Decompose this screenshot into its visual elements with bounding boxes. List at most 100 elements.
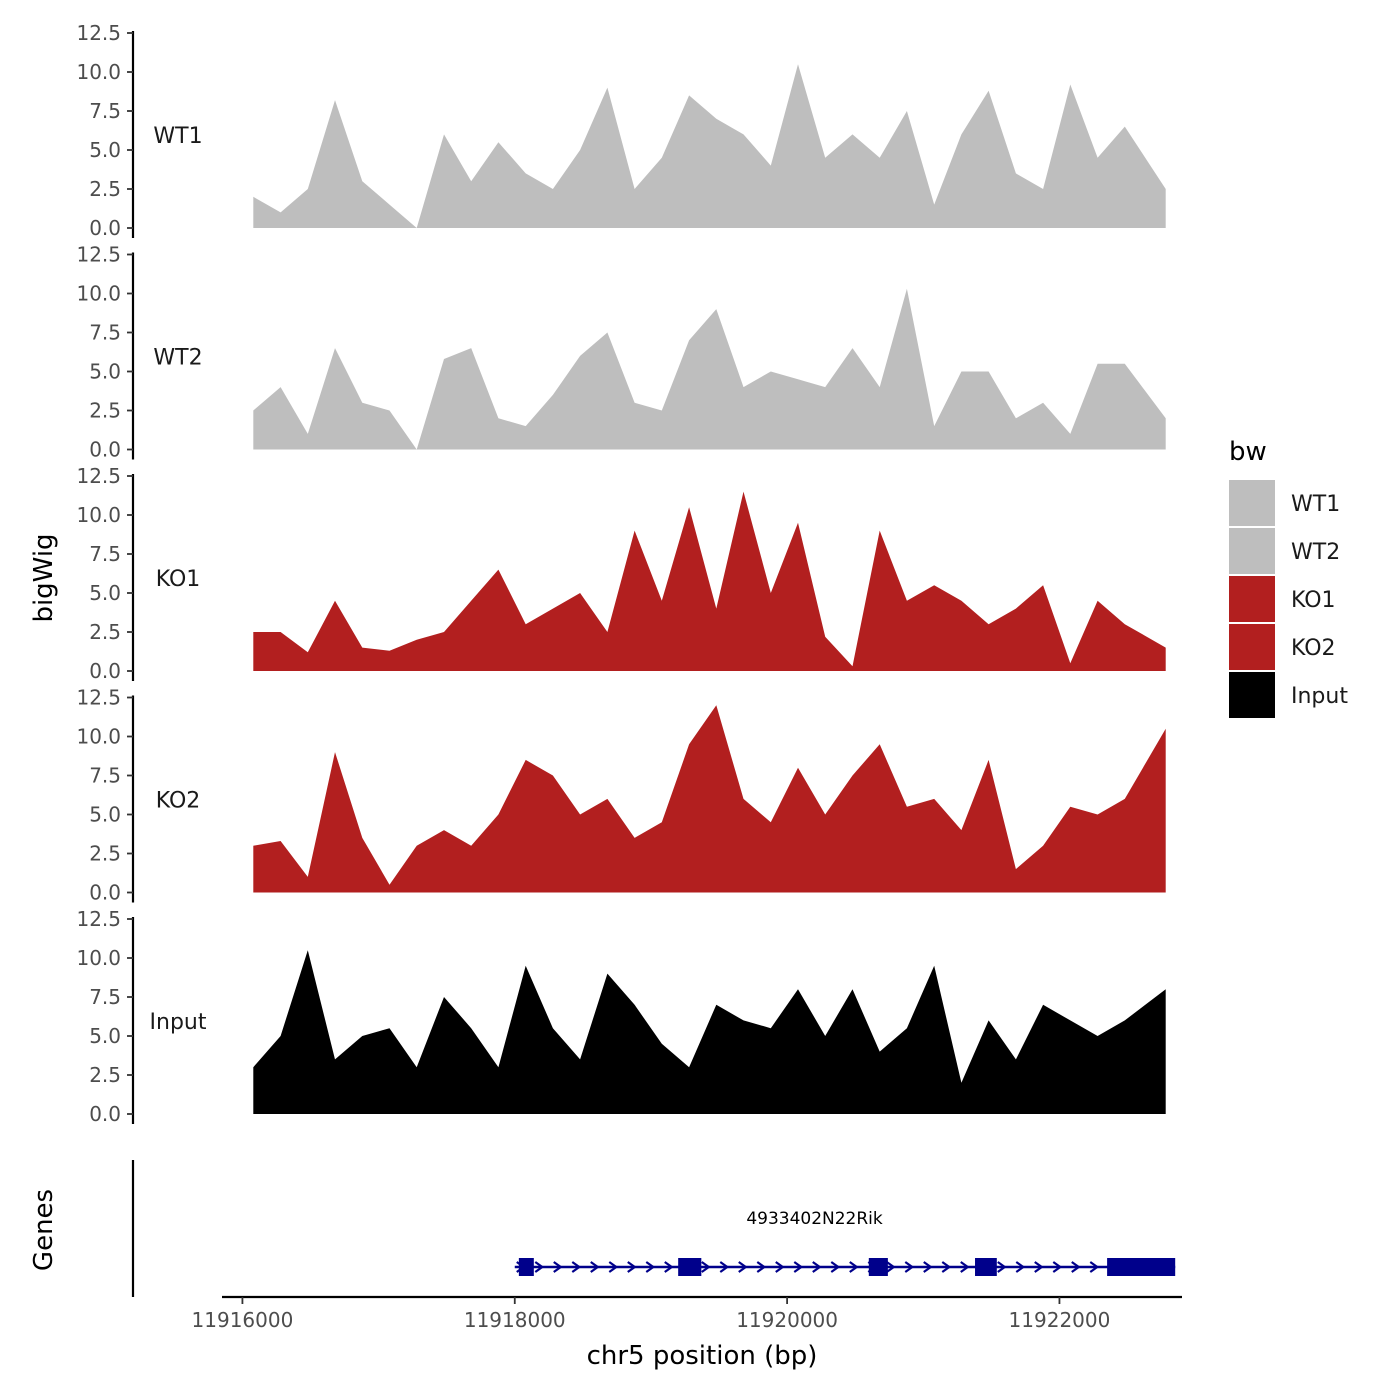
x-tick-label: 11922000 — [1009, 1308, 1111, 1332]
strand-arrow — [960, 1261, 970, 1273]
coverage-area-wt2 — [253, 288, 1166, 450]
strand-arrow — [608, 1261, 619, 1273]
coverage-area-ko1 — [253, 491, 1166, 671]
track-label-wt1: WT1 — [153, 124, 202, 149]
y-tick-label: 10.0 — [76, 725, 121, 749]
strand-arrow — [1071, 1261, 1081, 1273]
y-tick-label: 5.0 — [89, 360, 121, 384]
exon — [868, 1258, 888, 1276]
gene-panel: 4933402N22Rik — [131, 1160, 1176, 1297]
y-tick-label: 0.0 — [89, 881, 121, 905]
y-tick-label: 10.0 — [76, 60, 121, 84]
track-input: 0.0 2.5 5.0 7.5 10.0 12.5 Input — [76, 907, 1166, 1126]
coverage-area-wt1 — [253, 64, 1166, 228]
y-tick-label: 12.5 — [76, 243, 121, 267]
legend-key-wt1 — [1229, 480, 1275, 526]
y-tick-label: 12.5 — [76, 907, 121, 931]
strand-arrow — [997, 1261, 1007, 1273]
y-tick-label: 10.0 — [76, 282, 121, 306]
track-label-input: Input — [150, 1010, 207, 1035]
y-axis-title: bigWig — [29, 533, 59, 622]
track-ko2: 0.0 2.5 5.0 7.5 10.0 12.5 KO2 — [76, 686, 1166, 905]
strand-arrow — [553, 1261, 563, 1273]
exon — [678, 1258, 702, 1276]
x-tick-label: 11916000 — [192, 1308, 294, 1332]
legend-label-ko1: KO1 — [1291, 588, 1336, 613]
y-tick-label: 5.0 — [89, 138, 121, 162]
legend-key-wt2 — [1229, 528, 1275, 574]
y-tick-label: 10.0 — [76, 503, 121, 527]
strand-arrow — [627, 1261, 637, 1273]
y-tick-label: 5.0 — [89, 1024, 121, 1048]
strand-arrow — [793, 1261, 804, 1273]
strand-arrow — [775, 1261, 785, 1273]
strand-arrow — [849, 1261, 859, 1273]
gene-4933402n22rik: 4933402N22Rik — [514, 1209, 1176, 1276]
y-tick-label: 2.5 — [89, 842, 121, 866]
strand-arrow — [904, 1261, 915, 1273]
coverage-area-input — [253, 950, 1166, 1114]
strand-arrow — [664, 1261, 674, 1273]
exon — [975, 1258, 997, 1276]
y-tick-label: 7.5 — [89, 99, 121, 123]
gene-name-label: 4933402N22Rik — [746, 1209, 883, 1229]
strand-arrow — [571, 1261, 582, 1273]
strand-arrow — [923, 1261, 933, 1273]
strand-arrow — [812, 1261, 822, 1273]
coverage-area-ko2 — [253, 705, 1166, 893]
y-tick-label: 2.5 — [89, 177, 121, 201]
exon — [1107, 1258, 1176, 1276]
strand-arrow — [590, 1261, 600, 1273]
strand-arrow — [756, 1261, 767, 1273]
gene-track-title: Genes — [29, 1189, 59, 1271]
strand-arrow — [1052, 1261, 1063, 1273]
strand-arrow — [886, 1261, 896, 1273]
strand-arrow — [719, 1261, 730, 1273]
track-label-wt2: WT2 — [153, 346, 202, 371]
track-label-ko2: KO2 — [156, 789, 201, 814]
track-ko1: 0.0 2.5 5.0 7.5 10.0 12.5 KO1 — [76, 464, 1166, 683]
strand-arrow — [830, 1261, 841, 1273]
y-tick-label: 0.0 — [89, 216, 121, 240]
strand-arrow — [1015, 1261, 1026, 1273]
x-axis: 11916000 11918000 11920000 11922000 — [192, 1295, 1182, 1332]
track-wt1: 0.0 2.5 5.0 7.5 10.0 12.5 WT1 — [76, 21, 1166, 240]
y-tick-label: 12.5 — [76, 464, 121, 488]
y-tick-label: 7.5 — [89, 542, 121, 566]
y-tick-label: 0.0 — [89, 1102, 121, 1126]
legend-key-input — [1229, 672, 1275, 718]
legend-title: bw — [1229, 437, 1267, 467]
x-axis-title: chr5 position (bp) — [587, 1341, 818, 1371]
strand-arrow — [534, 1261, 545, 1273]
track-label-ko1: KO1 — [156, 567, 201, 592]
legend: bw WT1 WT2 KO1 KO2 Input — [1229, 437, 1348, 718]
legend-label-wt1: WT1 — [1291, 492, 1340, 517]
strand-arrow — [941, 1261, 952, 1273]
legend-key-ko2 — [1229, 624, 1275, 670]
y-tick-label: 12.5 — [76, 686, 121, 710]
y-tick-label: 12.5 — [76, 21, 121, 45]
strand-arrow — [645, 1261, 656, 1273]
legend-key-ko1 — [1229, 576, 1275, 622]
legend-label-input: Input — [1291, 684, 1348, 709]
y-tick-label: 7.5 — [89, 764, 121, 788]
legend-label-wt2: WT2 — [1291, 540, 1340, 565]
strand-arrow — [1089, 1261, 1100, 1273]
y-tick-label: 0.0 — [89, 438, 121, 462]
y-tick-label: 7.5 — [89, 985, 121, 1009]
y-tick-label: 5.0 — [89, 803, 121, 827]
strand-arrow — [738, 1261, 748, 1273]
coverage-tracks: 0.0 2.5 5.0 7.5 10.0 12.5 WT1 0.0 2.5 5.0 7.5 10.0 1… — [76, 21, 1166, 1126]
legend-label-ko2: KO2 — [1291, 636, 1336, 661]
y-tick-label: 2.5 — [89, 399, 121, 423]
y-tick-label: 5.0 — [89, 581, 121, 605]
y-tick-label: 7.5 — [89, 321, 121, 345]
x-tick-label: 11918000 — [464, 1308, 566, 1332]
exon — [518, 1258, 534, 1276]
strand-arrow — [701, 1261, 711, 1273]
track-wt2: 0.0 2.5 5.0 7.5 10.0 12.5 WT2 — [76, 243, 1166, 462]
strand-arrow — [1034, 1261, 1044, 1273]
y-tick-label: 2.5 — [89, 1063, 121, 1087]
x-tick-label: 11920000 — [736, 1308, 838, 1332]
